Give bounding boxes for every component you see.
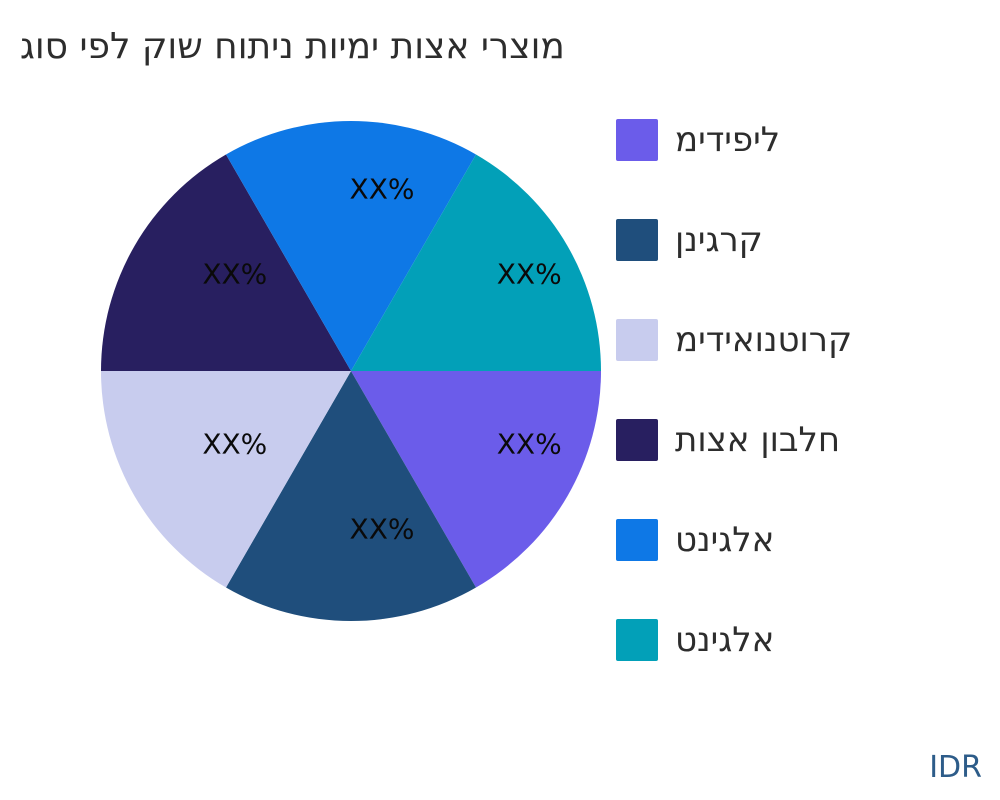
legend: מידיפיל ןניגרק מידיאונטורק תוצא ןובלח טניגלא…: [616, 119, 852, 719]
slice-percentage-label: XX%: [202, 428, 267, 461]
slice-percentage-label: XX%: [350, 513, 415, 546]
legend-swatch: [616, 319, 658, 361]
legend-swatch: [616, 419, 658, 461]
slice-percentage-label: XX%: [497, 428, 562, 461]
chart-title: גוס יפל קוש חותינ תוימי תוצא ירצומ: [20, 26, 565, 67]
legend-item: מידיפיל: [616, 119, 852, 161]
legend-label: טניגלא: [675, 620, 775, 660]
legend-item: תוצא ןובלח: [616, 419, 852, 461]
legend-label: ןניגרק: [675, 220, 763, 260]
watermark-idr: IDR: [929, 750, 982, 785]
pie-slice: [226, 120, 476, 371]
legend-item: טניגלא: [616, 619, 852, 661]
legend-item: טניגלא: [616, 519, 852, 561]
slice-percentage-label: XX%: [497, 258, 562, 291]
pie-slice: [101, 154, 351, 371]
legend-item: מידיאונטורק: [616, 319, 852, 361]
slice-percentage-label: XX%: [202, 258, 267, 291]
legend-label: תוצא ןובלח: [675, 420, 841, 460]
legend-item: ןניגרק: [616, 219, 852, 261]
pie-slice: [351, 154, 601, 371]
legend-swatch: [616, 119, 658, 161]
slice-percentage-label: XX%: [350, 173, 415, 206]
legend-label: מידיפיל: [675, 120, 781, 160]
legend-label: מידיאונטורק: [675, 320, 853, 360]
pie-slice: [226, 371, 476, 621]
legend-swatch: [616, 519, 658, 561]
pie-slice: [101, 371, 351, 588]
legend-swatch: [616, 219, 658, 261]
pie-slice: [351, 371, 601, 588]
legend-swatch: [616, 619, 658, 661]
legend-label: טניגלא: [675, 520, 775, 560]
